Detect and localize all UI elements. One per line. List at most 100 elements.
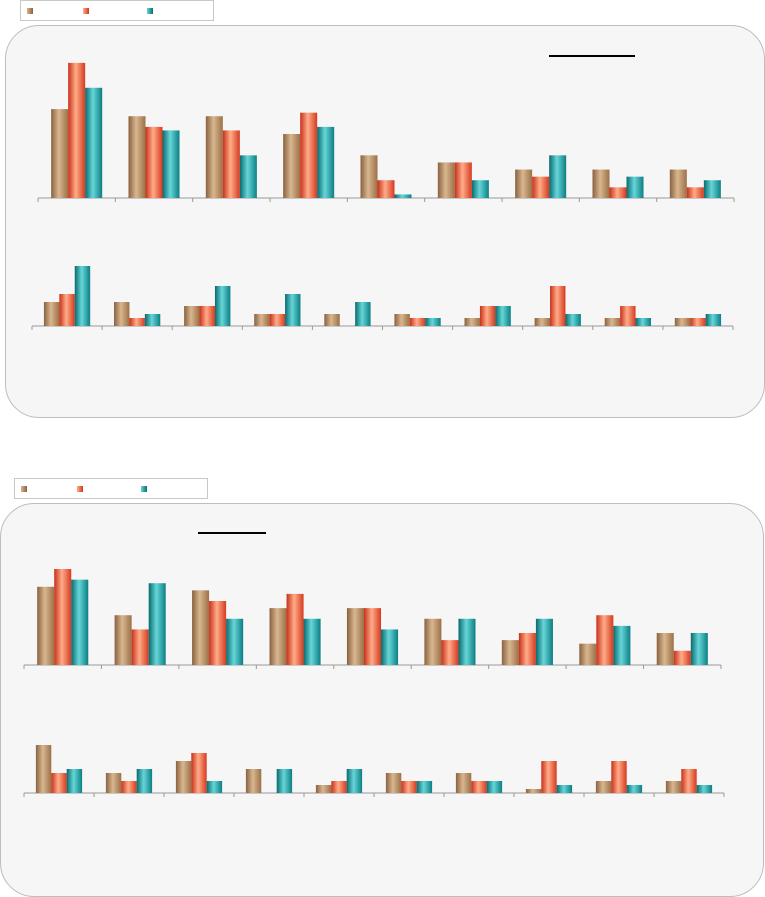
bar-chart1-series1-cat2 bbox=[128, 116, 146, 198]
bar-chart2-series3-cat1 bbox=[74, 266, 91, 326]
bar-chart1-series3-cat4 bbox=[317, 126, 335, 198]
bar-chart1-series2-cat6 bbox=[454, 162, 472, 198]
bar-chart2-series3-cat4 bbox=[285, 294, 301, 326]
bar-chart2-series2-cat4 bbox=[269, 314, 286, 326]
bar-chart1-series1-cat3 bbox=[205, 116, 223, 198]
bar-chart2-series1-cat7 bbox=[464, 318, 480, 326]
bar-chart2-series2-cat9 bbox=[620, 306, 636, 326]
bar-chart4-series3-cat2 bbox=[136, 769, 153, 793]
bar-chart3-series2-cat1 bbox=[54, 569, 72, 665]
bar-chart2-series3-cat2 bbox=[144, 314, 161, 326]
bar-chart2-series1-cat8 bbox=[534, 318, 551, 326]
bar-chart1-series1-cat6 bbox=[437, 162, 455, 198]
bar-chart4-series2-cat6 bbox=[401, 781, 417, 793]
bar-chart3-series3-cat9 bbox=[690, 633, 708, 665]
bar-chart3-series1-cat8 bbox=[579, 643, 597, 665]
chart-panel-1 bbox=[5, 25, 765, 418]
bar-chart3-series2-cat9 bbox=[673, 650, 691, 665]
bar-chart4-series3-cat8 bbox=[556, 785, 573, 793]
bar-chart1-series3-cat8 bbox=[626, 176, 644, 198]
bar-chart4-series1-cat9 bbox=[595, 781, 612, 793]
bar-chart3-series3-cat7 bbox=[535, 618, 553, 665]
bar-chart1-series2-cat1 bbox=[68, 62, 86, 199]
bar-chart3-series3-cat3 bbox=[226, 618, 244, 665]
bar-chart1-series1-cat7 bbox=[515, 169, 533, 198]
bar-chart4-series1-cat10 bbox=[665, 781, 682, 793]
bar-chart1-series2-cat4 bbox=[300, 112, 318, 198]
bar-chart1-series2-cat7 bbox=[532, 176, 550, 198]
bar-chart4-series3-cat10 bbox=[696, 785, 713, 793]
bar-chart4-series3-cat7 bbox=[486, 781, 503, 793]
bar-chart3-series2-cat7 bbox=[518, 633, 536, 665]
title-underline-1 bbox=[549, 55, 635, 57]
bar-chart4-series2-cat1 bbox=[51, 773, 67, 793]
bar-chart3-series3-cat2 bbox=[148, 583, 166, 665]
bar-chart4-series2-cat9 bbox=[611, 761, 627, 793]
bar-chart4-series3-cat3 bbox=[206, 781, 223, 793]
bar-chart2-series1-cat6 bbox=[394, 314, 410, 326]
bar-chart4-series1-cat2 bbox=[105, 773, 122, 793]
bar-chart3-series2-cat8 bbox=[596, 615, 614, 665]
bar-chart1-series3-cat6 bbox=[471, 180, 489, 198]
bar-chart2-series2-cat3 bbox=[199, 306, 215, 326]
legend-top bbox=[20, 0, 214, 21]
bar-chart2-series3-cat10 bbox=[705, 314, 722, 326]
bar-chart2-series2-cat8 bbox=[550, 286, 566, 326]
bar-chart1-series2-cat3 bbox=[222, 130, 240, 198]
bar-chart2-series2-cat10 bbox=[690, 318, 706, 326]
bar-chart3-series1-cat9 bbox=[656, 633, 674, 665]
bar-chart2-series2-cat1 bbox=[59, 294, 75, 326]
bar-chart4-series3-cat6 bbox=[416, 781, 433, 793]
bar-chart3-series2-cat6 bbox=[441, 640, 459, 665]
bar-chart1-series1-cat9 bbox=[669, 169, 687, 198]
bar-chart3-series1-cat6 bbox=[424, 618, 442, 665]
legend-swatch-series-3 bbox=[147, 8, 153, 14]
bar-chart3-series3-cat6 bbox=[458, 618, 476, 665]
legend-swatch-series-2 bbox=[83, 8, 89, 14]
bar-chart1-series1-cat4 bbox=[283, 134, 301, 198]
bar-chart4-series2-cat5 bbox=[331, 781, 347, 793]
bar-chart2-series3-cat5 bbox=[355, 302, 371, 326]
legend-swatch-series-1 bbox=[27, 8, 33, 14]
bar-chart2-series1-cat5 bbox=[324, 314, 340, 326]
legend-swatch-series-2 bbox=[77, 486, 83, 492]
bar-chart2-series3-cat6 bbox=[425, 318, 441, 326]
bar-chart3-series2-cat5 bbox=[363, 608, 382, 665]
bar-chart3-series1-cat5 bbox=[346, 608, 364, 665]
bar-chart4-series2-cat7 bbox=[471, 781, 487, 793]
bar-chart2-series1-cat10 bbox=[674, 318, 691, 326]
bar-chart4-series3-cat1 bbox=[66, 769, 83, 793]
legend-bottom bbox=[14, 478, 208, 499]
bar-chart2-series2-cat6 bbox=[409, 318, 426, 326]
bar-chart3-series2-cat3 bbox=[209, 601, 227, 665]
bar-chart1-series1-cat8 bbox=[592, 169, 610, 198]
bar-chart4-series2-cat10 bbox=[681, 769, 697, 793]
bar-chart3-series3-cat4 bbox=[303, 618, 321, 665]
bar-chart3-series1-cat2 bbox=[114, 615, 132, 665]
bar-chart2-series3-cat3 bbox=[214, 286, 231, 326]
bar-chart3-series3-cat1 bbox=[71, 579, 89, 665]
bar-chart1-series2-cat5 bbox=[377, 180, 395, 198]
bar-chart3-series1-cat4 bbox=[269, 608, 287, 665]
bar-chart3-series2-cat2 bbox=[131, 629, 149, 665]
bar-chart1-series2-cat8 bbox=[609, 187, 627, 198]
bar-chart4-series2-cat8 bbox=[541, 761, 557, 793]
bar-chart4-series2-cat3 bbox=[191, 753, 207, 793]
bar-chart3-series3-cat8 bbox=[613, 625, 631, 665]
bar-chart4-series1-cat4 bbox=[245, 769, 262, 793]
bar-chart1-series3-cat9 bbox=[703, 180, 721, 198]
bar-chart1-series1-cat1 bbox=[51, 109, 69, 198]
bar-chart3-series3-cat5 bbox=[381, 629, 399, 665]
chart-panel-2 bbox=[0, 503, 764, 897]
bar-chart4-series1-cat6 bbox=[385, 773, 402, 793]
bar-chart2-series3-cat7 bbox=[495, 306, 511, 326]
bar-chart4-series1-cat3 bbox=[175, 761, 192, 793]
bar-chart4-series3-cat9 bbox=[626, 785, 643, 793]
bar-chart2-series1-cat4 bbox=[254, 314, 270, 326]
bar-chart2-series3-cat9 bbox=[635, 318, 651, 326]
title-underline-2 bbox=[198, 532, 266, 534]
bar-chart3-series2-cat4 bbox=[286, 593, 304, 665]
legend-swatch-series-1 bbox=[21, 486, 27, 492]
bar-chart4-series2-cat2 bbox=[121, 781, 137, 793]
bar-chart3-series1-cat1 bbox=[37, 586, 55, 665]
